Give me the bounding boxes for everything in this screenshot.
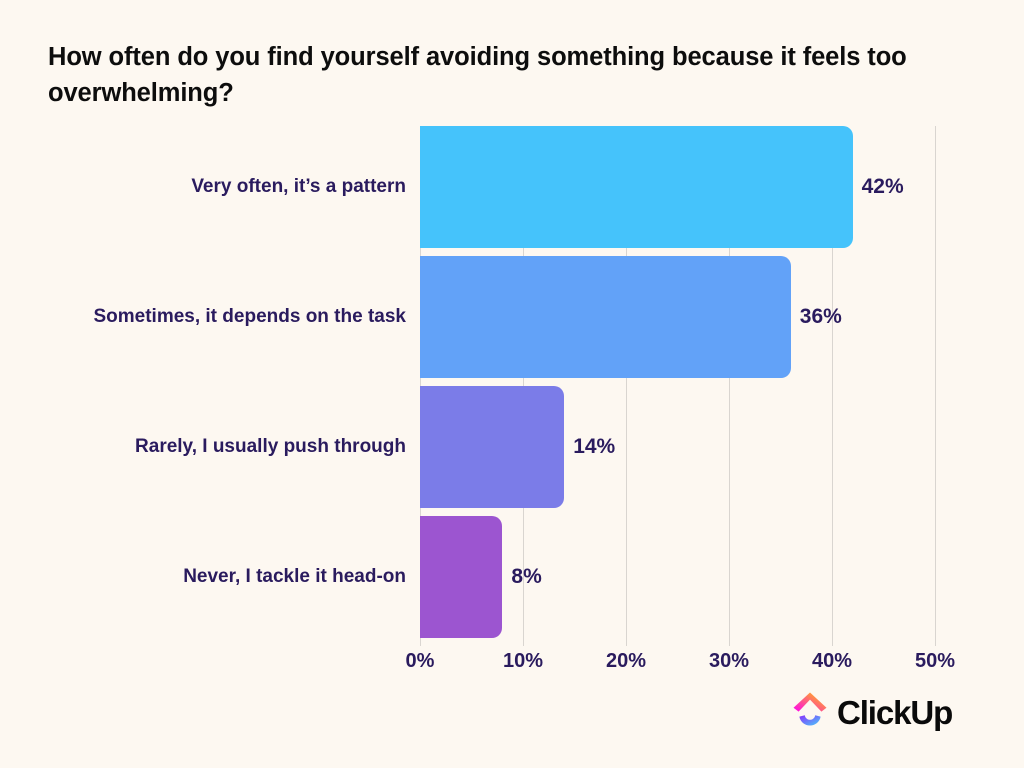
clickup-wordmark: ClickUp: [837, 693, 953, 731]
x-tick-label: 40%: [811, 650, 853, 672]
category-label: Never, I tackle it head-on: [183, 566, 406, 587]
bar-row[interactable]: 42% Very often, it’s a pattern: [191, 126, 935, 248]
bar-1[interactable]: [420, 256, 791, 378]
x-tick-label: 0%: [405, 650, 435, 672]
bar-2[interactable]: [420, 386, 565, 508]
clickup-logo: ClickUp: [792, 692, 953, 732]
gridline-40%: [832, 126, 833, 646]
gridline-20%: [626, 126, 627, 646]
x-tick-label: 30%: [708, 650, 750, 672]
bar-row[interactable]: 8% Never, I tackle it head-on: [183, 516, 935, 638]
clickup-logo-mark: [793, 692, 827, 726]
category-label: Sometimes, it depends on the task: [93, 306, 406, 327]
bar-value-label: 42%: [861, 175, 904, 198]
x-axis: 0% 10% 20% 30% 40% 50%: [406, 650, 955, 680]
bar-row[interactable]: 14% Rarely, I usually push through: [135, 386, 935, 508]
bar-0[interactable]: [420, 126, 853, 248]
page-title: How often do you find yourself avoiding …: [48, 43, 907, 107]
x-tick-label: 20%: [605, 650, 647, 672]
gridline-30%: [729, 126, 730, 646]
gridline-50%: [935, 126, 936, 646]
x-tick-label: 10%: [502, 650, 544, 672]
bar-value-label: 36%: [799, 305, 842, 328]
bar-value-label: 8%: [511, 565, 542, 588]
category-label: Very often, it’s a pattern: [191, 176, 406, 197]
x-tick-label: 50%: [914, 650, 956, 672]
bar-3[interactable]: [420, 516, 503, 638]
bar-value-label: 14%: [573, 435, 616, 458]
plot-area: 42% Very often, it’s a pattern 36% Sometime…: [93, 126, 936, 646]
bar-row[interactable]: 36% Sometimes, it depends on the task: [93, 256, 935, 378]
category-label: Rarely, I usually push through: [135, 436, 406, 457]
